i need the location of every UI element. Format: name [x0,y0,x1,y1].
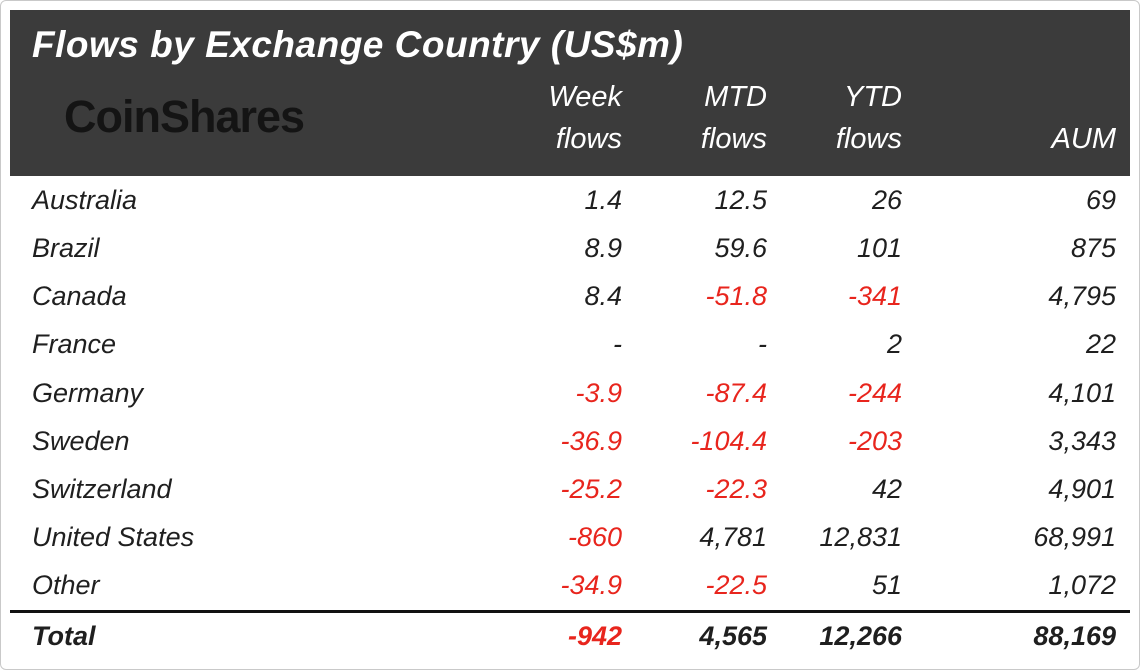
value-cell: 69 [1085,184,1116,215]
table-row: Australia 1.4 12.5 26 69 [10,176,1130,224]
value-cell: 4,795 [1048,281,1116,312]
table-row: Sweden -36.9 -104.4 -203 3,343 [10,417,1130,465]
table-header: Flows by Exchange Country (US$m) CoinSha… [10,10,1130,177]
value-cell: -87.4 [705,377,767,408]
total-row: Total -942 4,565 12,266 88,169 [10,610,1130,660]
value-cell: 12.5 [714,184,767,215]
value-cell: 51 [871,570,902,601]
table-row: United States -860 4,781 12,831 68,991 [10,514,1130,562]
value-cell: 68,991 [1033,522,1116,553]
value-cell: 1.4 [584,184,622,215]
value-cell: 8.9 [584,232,622,263]
value-cell: 1,072 [1048,570,1116,601]
country-cell: Germany [32,377,144,408]
column-header: Week flows [548,81,622,156]
value-cell: 4,565 [699,621,767,652]
country-cell: United States [32,522,195,553]
value-cell: 88,169 [1033,621,1116,652]
table-row: Canada 8.4 -51.8 -341 4,795 [10,273,1130,321]
column-header: MTD flows [700,81,767,156]
coinshares-logo: CoinShares [64,91,305,143]
value-cell: -942 [567,621,622,652]
country-cell: France [32,329,117,360]
value-cell: 4,101 [1048,377,1116,408]
flows-table: Flows by Exchange Country (US$m) CoinSha… [10,10,1130,660]
table-title: Flows by Exchange Country (US$m) [32,24,684,65]
value-cell: -203 [847,425,902,456]
value-cell: -22.3 [705,474,767,505]
table-body: Australia 1.4 12.5 26 69 Brazil 8.9 59.6 101 875 C… [10,176,1130,660]
table-row: France - -2 22 [10,321,1130,369]
value-cell: 12,831 [819,522,902,553]
column-header: YTD flows [835,81,902,156]
value-cell: 2 [886,329,902,360]
country-cell: Sweden [32,425,130,456]
value-cell: 875 [1070,232,1116,263]
value-cell: 101 [856,232,902,263]
country-cell: Australia [32,184,138,215]
value-cell: 3,343 [1048,425,1116,456]
table-row: Brazil 8.9 59.6 101 875 [10,224,1130,272]
country-cell: Canada [32,281,127,312]
value-cell: 12,266 [819,621,902,652]
value-cell: -51.8 [705,281,767,312]
value-cell: - [758,329,767,360]
value-cell: -25.2 [560,474,622,505]
value-cell: -341 [847,281,902,312]
value-cell: 4,901 [1048,474,1116,505]
country-cell: Total [32,621,96,652]
header-grid: CoinShares Week flows MTD flows YTD flows AUM [24,76,1116,166]
value-cell: 59.6 [714,232,767,263]
value-cell: -104.4 [690,425,767,456]
table-row: Switzerland -25.2 -22.3 42 4,901 [10,465,1130,513]
value-cell: -244 [847,377,902,408]
value-cell: -34.9 [560,570,622,601]
country-cell: Brazil [32,232,100,263]
value-cell: -22.5 [705,570,767,601]
value-cell: 4,781 [699,522,767,553]
country-cell: Other [32,570,100,601]
value-cell: 26 [871,184,902,215]
value-cell: 8.4 [584,281,622,312]
value-cell: 22 [1085,329,1116,360]
value-cell: 42 [871,474,902,505]
value-cell: -3.9 [575,377,622,408]
table-row: Other -34.9 -22.5 51 1,072 [10,562,1130,610]
value-cell: - [613,329,622,360]
column-header: AUM [1051,123,1116,156]
value-cell: -860 [567,522,622,553]
country-cell: Switzerland [32,474,172,505]
table-row: Germany -3.9 -87.4 -244 4,101 [10,369,1130,417]
value-cell: -36.9 [560,425,622,456]
